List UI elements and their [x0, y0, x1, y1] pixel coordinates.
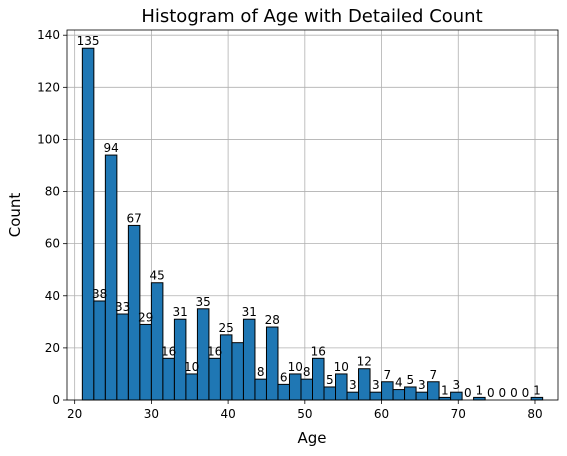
histogram-bar	[265, 326, 279, 401]
bar-value-label: 135	[77, 34, 100, 48]
bar-value-label: 31	[242, 305, 257, 319]
histogram-bar	[81, 47, 95, 401]
bar-value-label: 25	[219, 321, 234, 335]
histogram-bar	[369, 391, 383, 401]
bar-value-label: 10	[288, 360, 303, 374]
histogram-bar	[231, 342, 244, 401]
grid-lines	[67, 30, 558, 401]
y-tick-label: 100	[37, 132, 60, 146]
bar-value-label: 4	[395, 376, 403, 390]
bar-value-label: 16	[207, 344, 222, 358]
histogram-bar	[150, 282, 164, 401]
bar-value-label: 7	[383, 368, 391, 382]
histogram-bar	[139, 323, 152, 401]
x-tick-label: 80	[527, 407, 542, 421]
histogram-bar	[427, 381, 440, 401]
bar-value-label: 0	[522, 386, 530, 400]
bar-value-label: 16	[311, 344, 326, 358]
bar-value-label: 3	[453, 378, 461, 392]
histogram-bar	[254, 378, 267, 401]
histogram-bar	[392, 389, 406, 401]
histogram-bar	[116, 313, 129, 401]
bar-value-label: 0	[510, 386, 518, 400]
histogram-bar	[288, 373, 302, 401]
bar-value-label: 38	[92, 287, 107, 301]
bar-value-label: 5	[326, 373, 334, 387]
bar-value-label: 10	[334, 360, 349, 374]
bar-value-label: 35	[196, 295, 211, 309]
histogram-bar	[415, 391, 429, 401]
y-tick-label: 60	[45, 237, 60, 251]
x-axis-label: Age	[297, 429, 326, 447]
bar-value-label: 12	[357, 355, 372, 369]
bar-value-label: 1	[533, 383, 541, 397]
histogram-bar	[104, 154, 118, 401]
histogram-bar	[358, 368, 371, 401]
y-tick-label: 140	[37, 28, 60, 42]
bar-value-label: 94	[103, 141, 118, 155]
bar-value-label: 8	[257, 365, 265, 379]
histogram-bar	[450, 391, 463, 401]
y-axis-label: Count	[6, 193, 24, 238]
bar-value-label: 29	[138, 310, 153, 324]
bar-value-label: 1	[476, 383, 484, 397]
x-tick-label: 60	[374, 407, 389, 421]
x-tick-label: 20	[67, 407, 82, 421]
bar-value-label: 0	[487, 386, 495, 400]
bar-value-label: 6	[280, 370, 288, 384]
x-tick-label: 40	[220, 407, 235, 421]
bar-value-label: 1	[441, 383, 449, 397]
histogram-bar	[208, 357, 221, 401]
histogram-bar	[381, 381, 394, 401]
bar-value-label: 8	[303, 365, 311, 379]
bar-value-label: 16	[161, 344, 176, 358]
bar-value-label: 31	[173, 305, 188, 319]
x-tick-label: 30	[144, 407, 159, 421]
histogram-bar	[335, 373, 348, 401]
histogram-bar	[277, 383, 290, 401]
bars	[81, 47, 544, 401]
bar-value-label: 67	[126, 211, 141, 225]
histogram-bar	[404, 386, 417, 401]
histogram-bar	[300, 378, 313, 401]
bar-value-label: 0	[499, 386, 507, 400]
y-tick-label: 120	[37, 80, 60, 94]
bar-value-label: 7	[430, 368, 438, 382]
y-axis-ticks: 0 20 40 60 80 100 120 140	[37, 28, 67, 407]
x-axis-ticks: 20 30 40 50 60 70 80	[67, 400, 543, 421]
y-tick-label: 80	[45, 185, 60, 199]
bar-value-label: 3	[349, 378, 357, 392]
bar-value-label: 10	[184, 360, 199, 374]
bar-value-label: 45	[150, 269, 165, 283]
histogram-bar	[323, 386, 337, 401]
bar-value-label: 3	[372, 378, 380, 392]
bar-value-label: 5	[406, 373, 414, 387]
x-tick-label: 70	[451, 407, 466, 421]
histogram-bar	[93, 300, 106, 401]
y-tick-label: 40	[45, 289, 60, 303]
bar-value-label: 33	[115, 300, 130, 314]
histogram-bar	[185, 373, 198, 401]
bar-value-label: 0	[464, 386, 472, 400]
bar-value-label: 28	[265, 313, 280, 327]
bar-value-label: 3	[418, 378, 426, 392]
y-tick-label: 0	[52, 393, 60, 407]
x-tick-label: 50	[297, 407, 312, 421]
y-tick-label: 20	[45, 341, 60, 355]
histogram-bar	[162, 357, 175, 401]
histogram-bar	[312, 357, 325, 401]
histogram-bar	[346, 391, 360, 401]
plot-frame	[66, 29, 559, 401]
histogram-bar	[242, 318, 256, 401]
chart-title: Histogram of Age with Detailed Count	[141, 6, 482, 27]
